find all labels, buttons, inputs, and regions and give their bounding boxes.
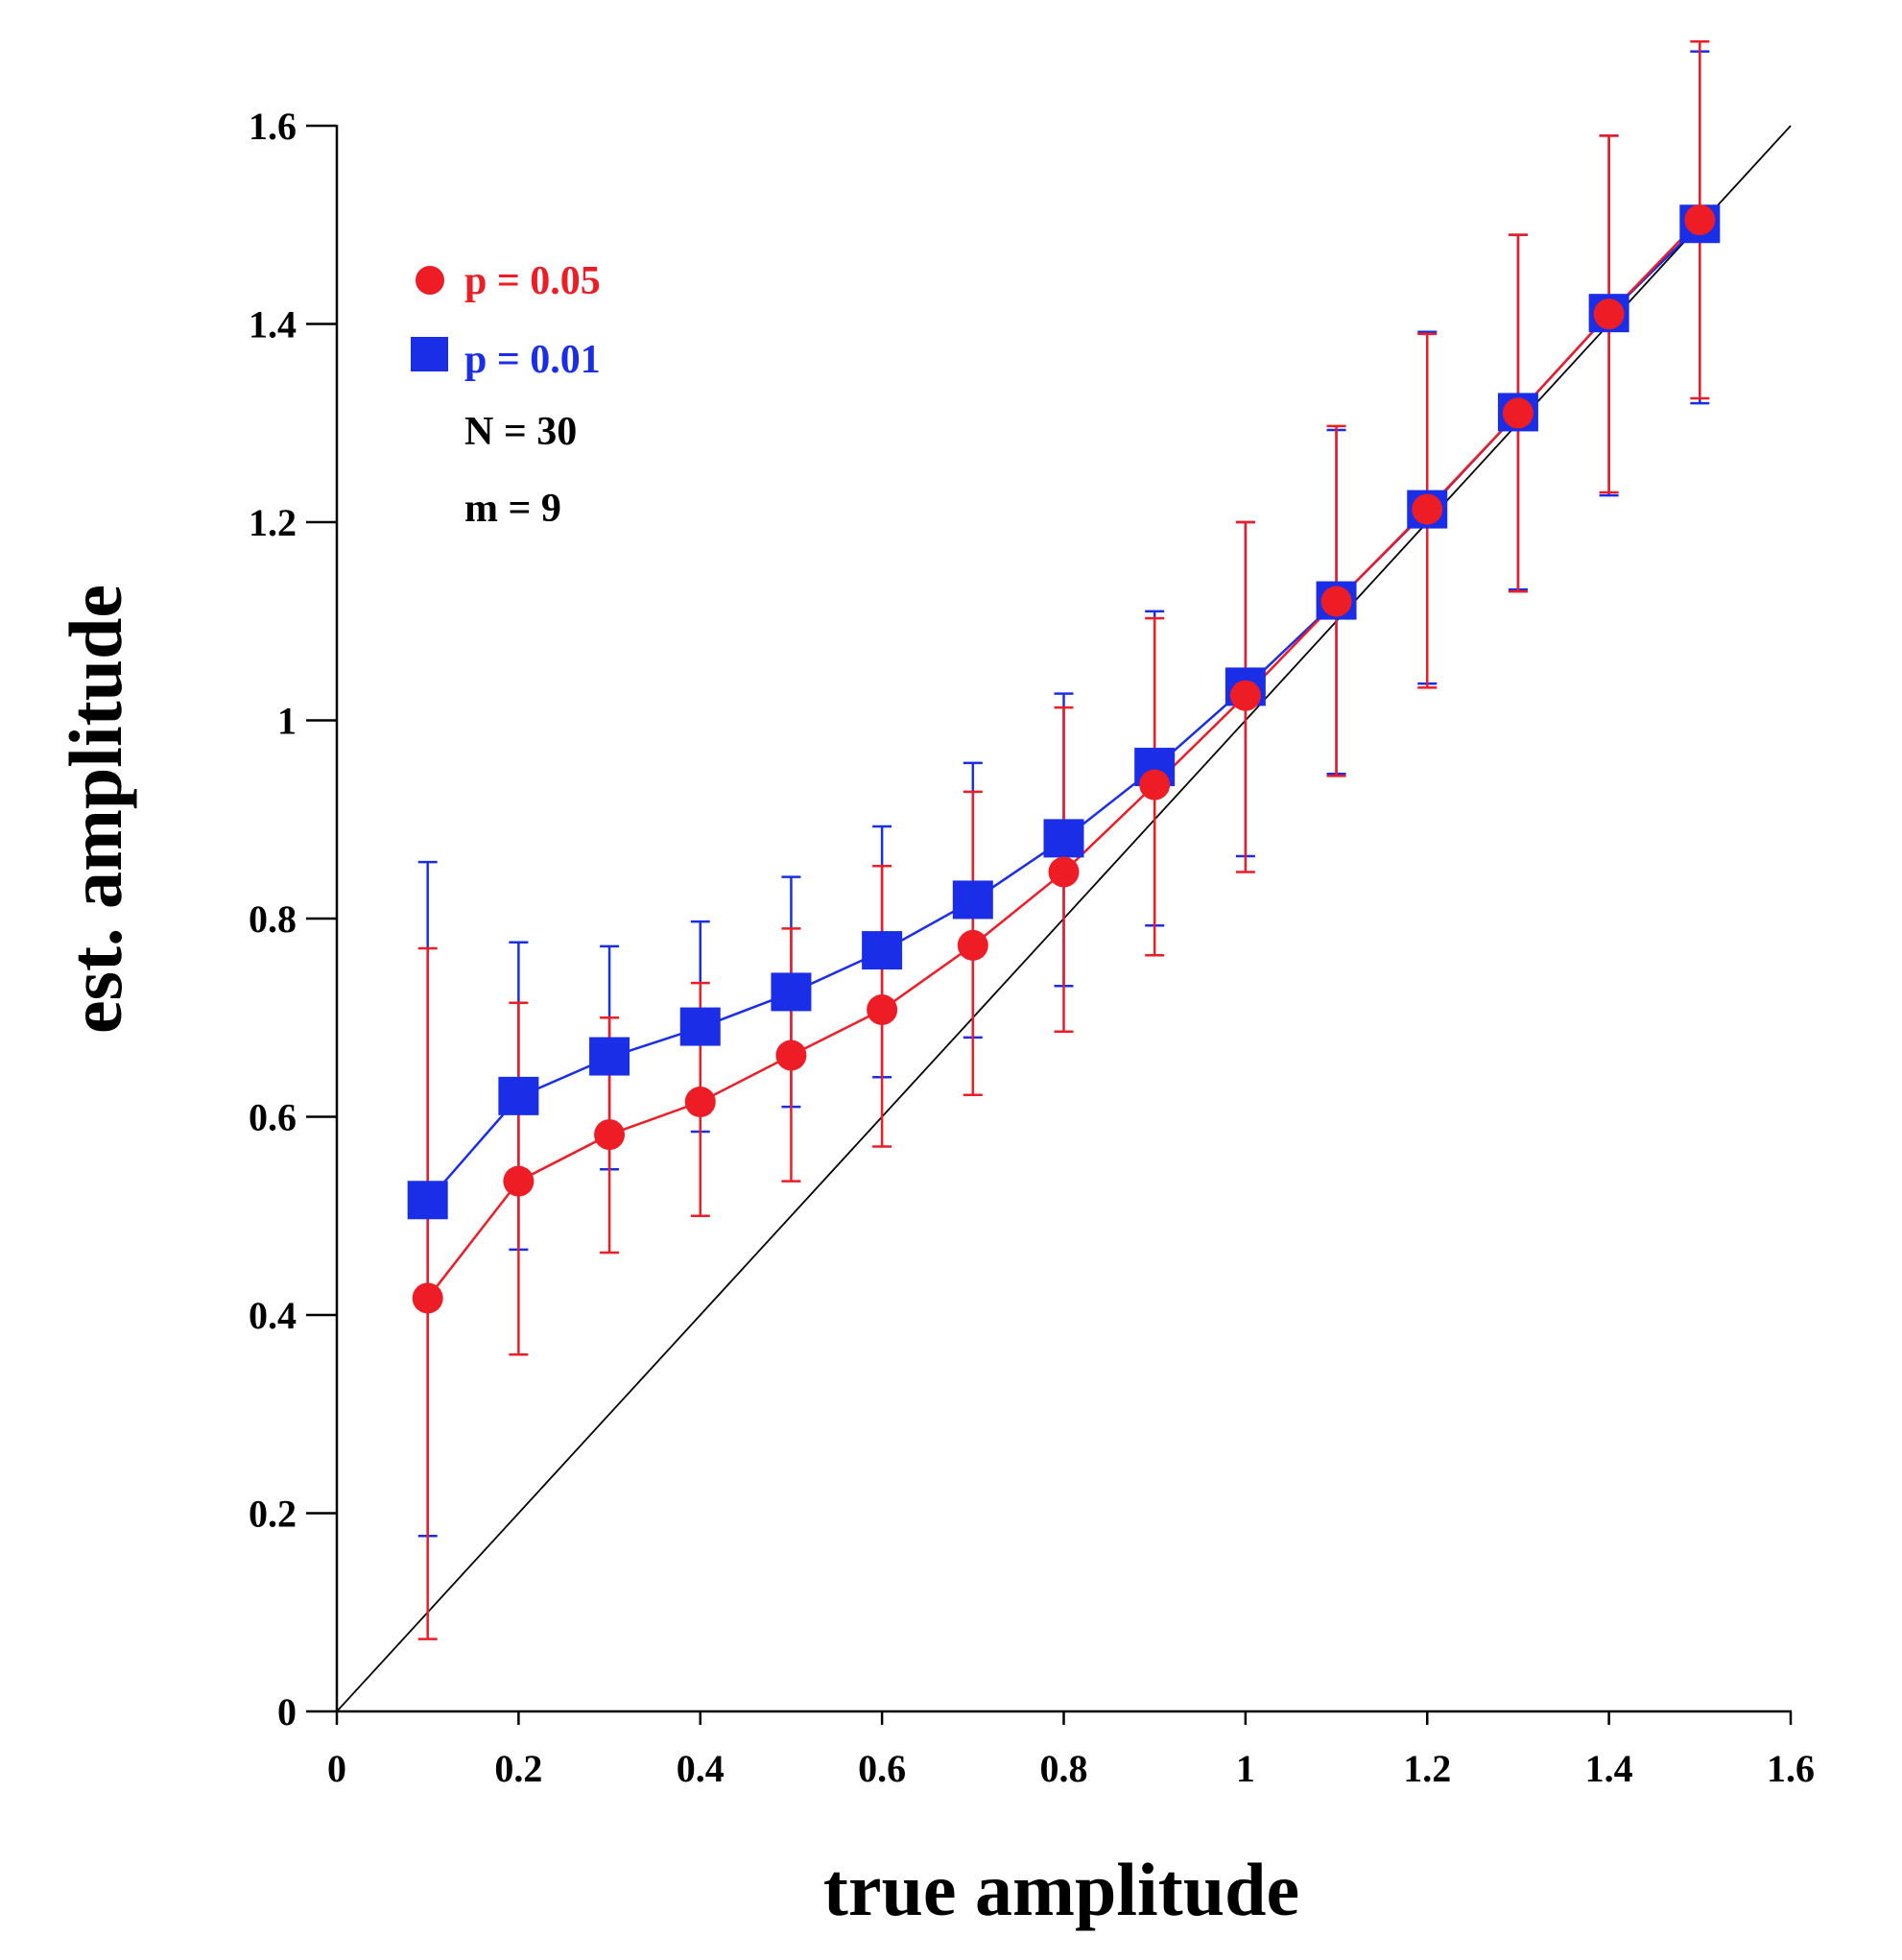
y-axis-title: est. amplitude	[54, 585, 137, 1034]
blue-square-point	[407, 1181, 448, 1220]
red-circle-point	[1684, 204, 1716, 236]
blue-square-point	[1043, 819, 1084, 858]
blue-square-point	[952, 880, 993, 920]
x-tick-label: 1	[1236, 1747, 1255, 1790]
blue-square-point	[679, 1007, 721, 1046]
red-circle-point	[684, 1087, 716, 1118]
x-tick-label: 0.4	[677, 1747, 725, 1790]
red-circle-point	[1412, 493, 1443, 525]
y-tick-label: 0.6	[249, 1096, 297, 1139]
x-tick-label: 1.6	[1767, 1747, 1815, 1790]
red-circle-point	[1139, 769, 1171, 801]
blue-square-point	[589, 1037, 630, 1076]
x-tick-label: 0.2	[494, 1747, 542, 1790]
y-tick-label: 1.2	[249, 501, 297, 544]
blue-square-point	[771, 972, 812, 1012]
x-tick-label: 0.8	[1040, 1747, 1088, 1790]
red-circle-point	[775, 1040, 807, 1071]
red-circle-point	[1593, 299, 1625, 330]
y-tick-label: 1.4	[249, 303, 297, 347]
y-tick-label: 0.4	[249, 1294, 297, 1337]
red-circle-point	[412, 1282, 443, 1314]
legend-square-marker	[411, 337, 448, 371]
red-circle-point	[1320, 586, 1352, 617]
y-tick-label: 0.2	[249, 1493, 297, 1536]
axes: 0 0.2 0.4 0.6 0.8 1 1.2 1.4 1.6 0 0.2 0.4 0.6 0.8 1 1.2…	[249, 105, 1815, 1790]
red-circle-point	[1048, 856, 1080, 888]
markers-red	[412, 204, 1716, 1314]
series-layer	[407, 39, 1721, 1640]
x-tick-label: 0.6	[858, 1747, 906, 1790]
legend-label-p005: p = 0.05	[464, 259, 601, 303]
legend-note-m: m = 9	[464, 487, 561, 531]
blue-square-point	[862, 931, 903, 970]
y-tick-label: 0.8	[249, 897, 297, 941]
x-tick-label: 0	[327, 1747, 346, 1790]
blue-square-point	[498, 1076, 539, 1115]
legend-circle-marker	[416, 266, 444, 295]
y-tick-label: 0	[277, 1690, 297, 1733]
red-circle-point	[1502, 397, 1533, 429]
red-circle-point	[503, 1165, 535, 1197]
y-tick-label: 1.6	[249, 105, 297, 148]
legend-label-p001: p = 0.01	[464, 338, 601, 382]
x-tick-label: 1.2	[1403, 1747, 1451, 1790]
red-circle-point	[867, 993, 898, 1025]
y-tick-label: 1	[277, 700, 297, 743]
red-circle-point	[1229, 680, 1261, 711]
red-circle-point	[957, 929, 988, 961]
red-circle-point	[594, 1119, 626, 1151]
legend: p = 0.05 p = 0.01 N = 30 m = 9	[411, 259, 601, 531]
x-axis-title: true amplitude	[823, 1848, 1299, 1931]
legend-note-n: N = 30	[464, 410, 577, 454]
x-tick-label: 1.4	[1585, 1747, 1633, 1790]
